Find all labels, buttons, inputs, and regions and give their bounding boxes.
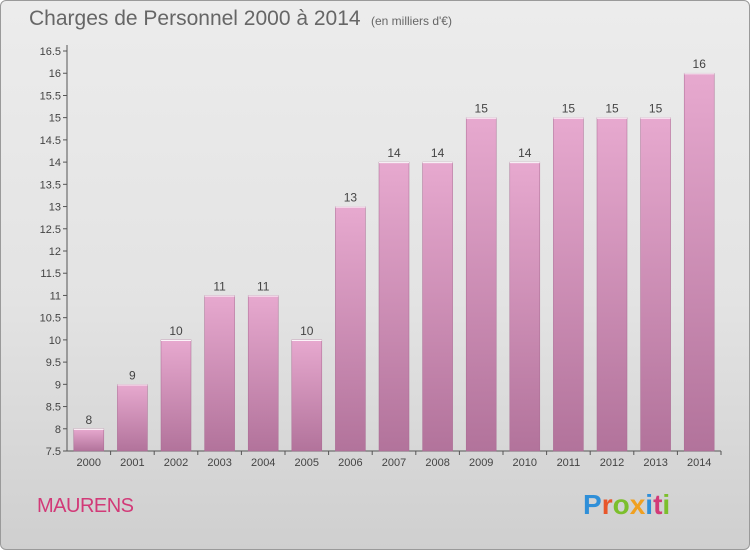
- y-tick-label: 13.5: [40, 179, 61, 191]
- x-tick-label: 2002: [164, 457, 188, 469]
- bar: [247, 295, 279, 452]
- y-tick-label: 10.5: [40, 313, 61, 325]
- y-tick-label: 8.5: [46, 402, 61, 414]
- bar-value-label: 10: [169, 324, 183, 338]
- bar-value-label: 15: [475, 102, 489, 116]
- bar-value-label: 10: [300, 324, 314, 338]
- bar: [422, 161, 453, 452]
- bar: [640, 117, 671, 452]
- y-tick-label: 12: [49, 246, 61, 258]
- bar-value-label: 13: [344, 191, 358, 205]
- bar-value-label: 14: [387, 146, 401, 160]
- logo-letter: r: [601, 489, 613, 520]
- y-tick-label: 10: [49, 335, 61, 347]
- x-tick-label: 2009: [469, 457, 493, 469]
- x-tick-label: 2004: [251, 457, 275, 469]
- y-tick-label: 11.5: [40, 268, 61, 280]
- x-tick-label: 2006: [338, 457, 362, 469]
- x-tick-label: 2010: [513, 457, 537, 469]
- y-tick-label: 12.5: [40, 224, 61, 236]
- x-tick-label: 2014: [687, 457, 711, 469]
- bar: [160, 339, 192, 452]
- bar: [204, 295, 235, 452]
- y-tick-label: 14.5: [40, 135, 61, 147]
- bar: [596, 117, 628, 452]
- y-tick-label: 13: [49, 202, 61, 214]
- chart-title: Charges de Personnel 2000 à 2014: [29, 7, 361, 30]
- y-tick-label: 16.5: [40, 46, 61, 58]
- bar-value-label: 11: [213, 279, 226, 293]
- bar-value-label: 15: [649, 102, 663, 116]
- y-tick-label: 9.5: [46, 357, 61, 369]
- proxiti-logo[interactable]: Proxiti: [583, 489, 670, 521]
- x-tick-label: 2000: [77, 457, 101, 469]
- y-tick-label: 11: [50, 290, 61, 302]
- y-tick-label: 8: [55, 424, 61, 436]
- y-tick-label: 15.5: [40, 90, 61, 102]
- logo-letter: P: [583, 489, 602, 520]
- bar-value-label: 15: [605, 102, 619, 116]
- chart-subtitle: (en milliers d'€): [371, 14, 452, 28]
- logo-letter: t: [653, 489, 663, 520]
- x-tick-label: 2007: [382, 457, 406, 469]
- y-tick-label: 15: [49, 113, 61, 125]
- y-tick-label: 16: [49, 68, 61, 80]
- bar: [378, 161, 410, 452]
- y-tick-label: 7.5: [46, 446, 61, 458]
- x-tick-label: 2005: [295, 457, 319, 469]
- bar-value-label: 8: [85, 413, 92, 427]
- bar: [117, 384, 148, 452]
- commune-name: MAURENS: [37, 495, 134, 517]
- bar-value-label: 14: [431, 146, 445, 160]
- bar: [291, 339, 323, 452]
- y-tick-label: 14: [49, 157, 61, 169]
- bar-value-label: 16: [693, 57, 707, 71]
- x-tick-label: 2008: [425, 457, 449, 469]
- bar: [509, 161, 541, 452]
- bar: [335, 206, 366, 452]
- bar: [683, 72, 715, 452]
- bar-value-label: 14: [518, 146, 532, 160]
- bar-value-label: 9: [129, 368, 136, 382]
- bar-value-label: 15: [562, 102, 576, 116]
- x-tick-label: 2011: [557, 457, 581, 469]
- bar: [465, 117, 497, 452]
- bar-value-label: 11: [257, 279, 270, 293]
- logo-letter: i: [662, 489, 671, 520]
- x-tick-label: 2013: [643, 457, 667, 469]
- bar: [73, 428, 105, 452]
- x-tick-label: 2001: [120, 457, 144, 469]
- x-tick-label: 2003: [207, 457, 231, 469]
- y-tick-label: 9: [55, 379, 61, 391]
- logo-letter: i: [645, 489, 654, 520]
- bar: [553, 117, 584, 452]
- x-tick-label: 2012: [600, 457, 624, 469]
- logo-letter: o: [612, 489, 630, 520]
- logo-letter: x: [629, 489, 646, 520]
